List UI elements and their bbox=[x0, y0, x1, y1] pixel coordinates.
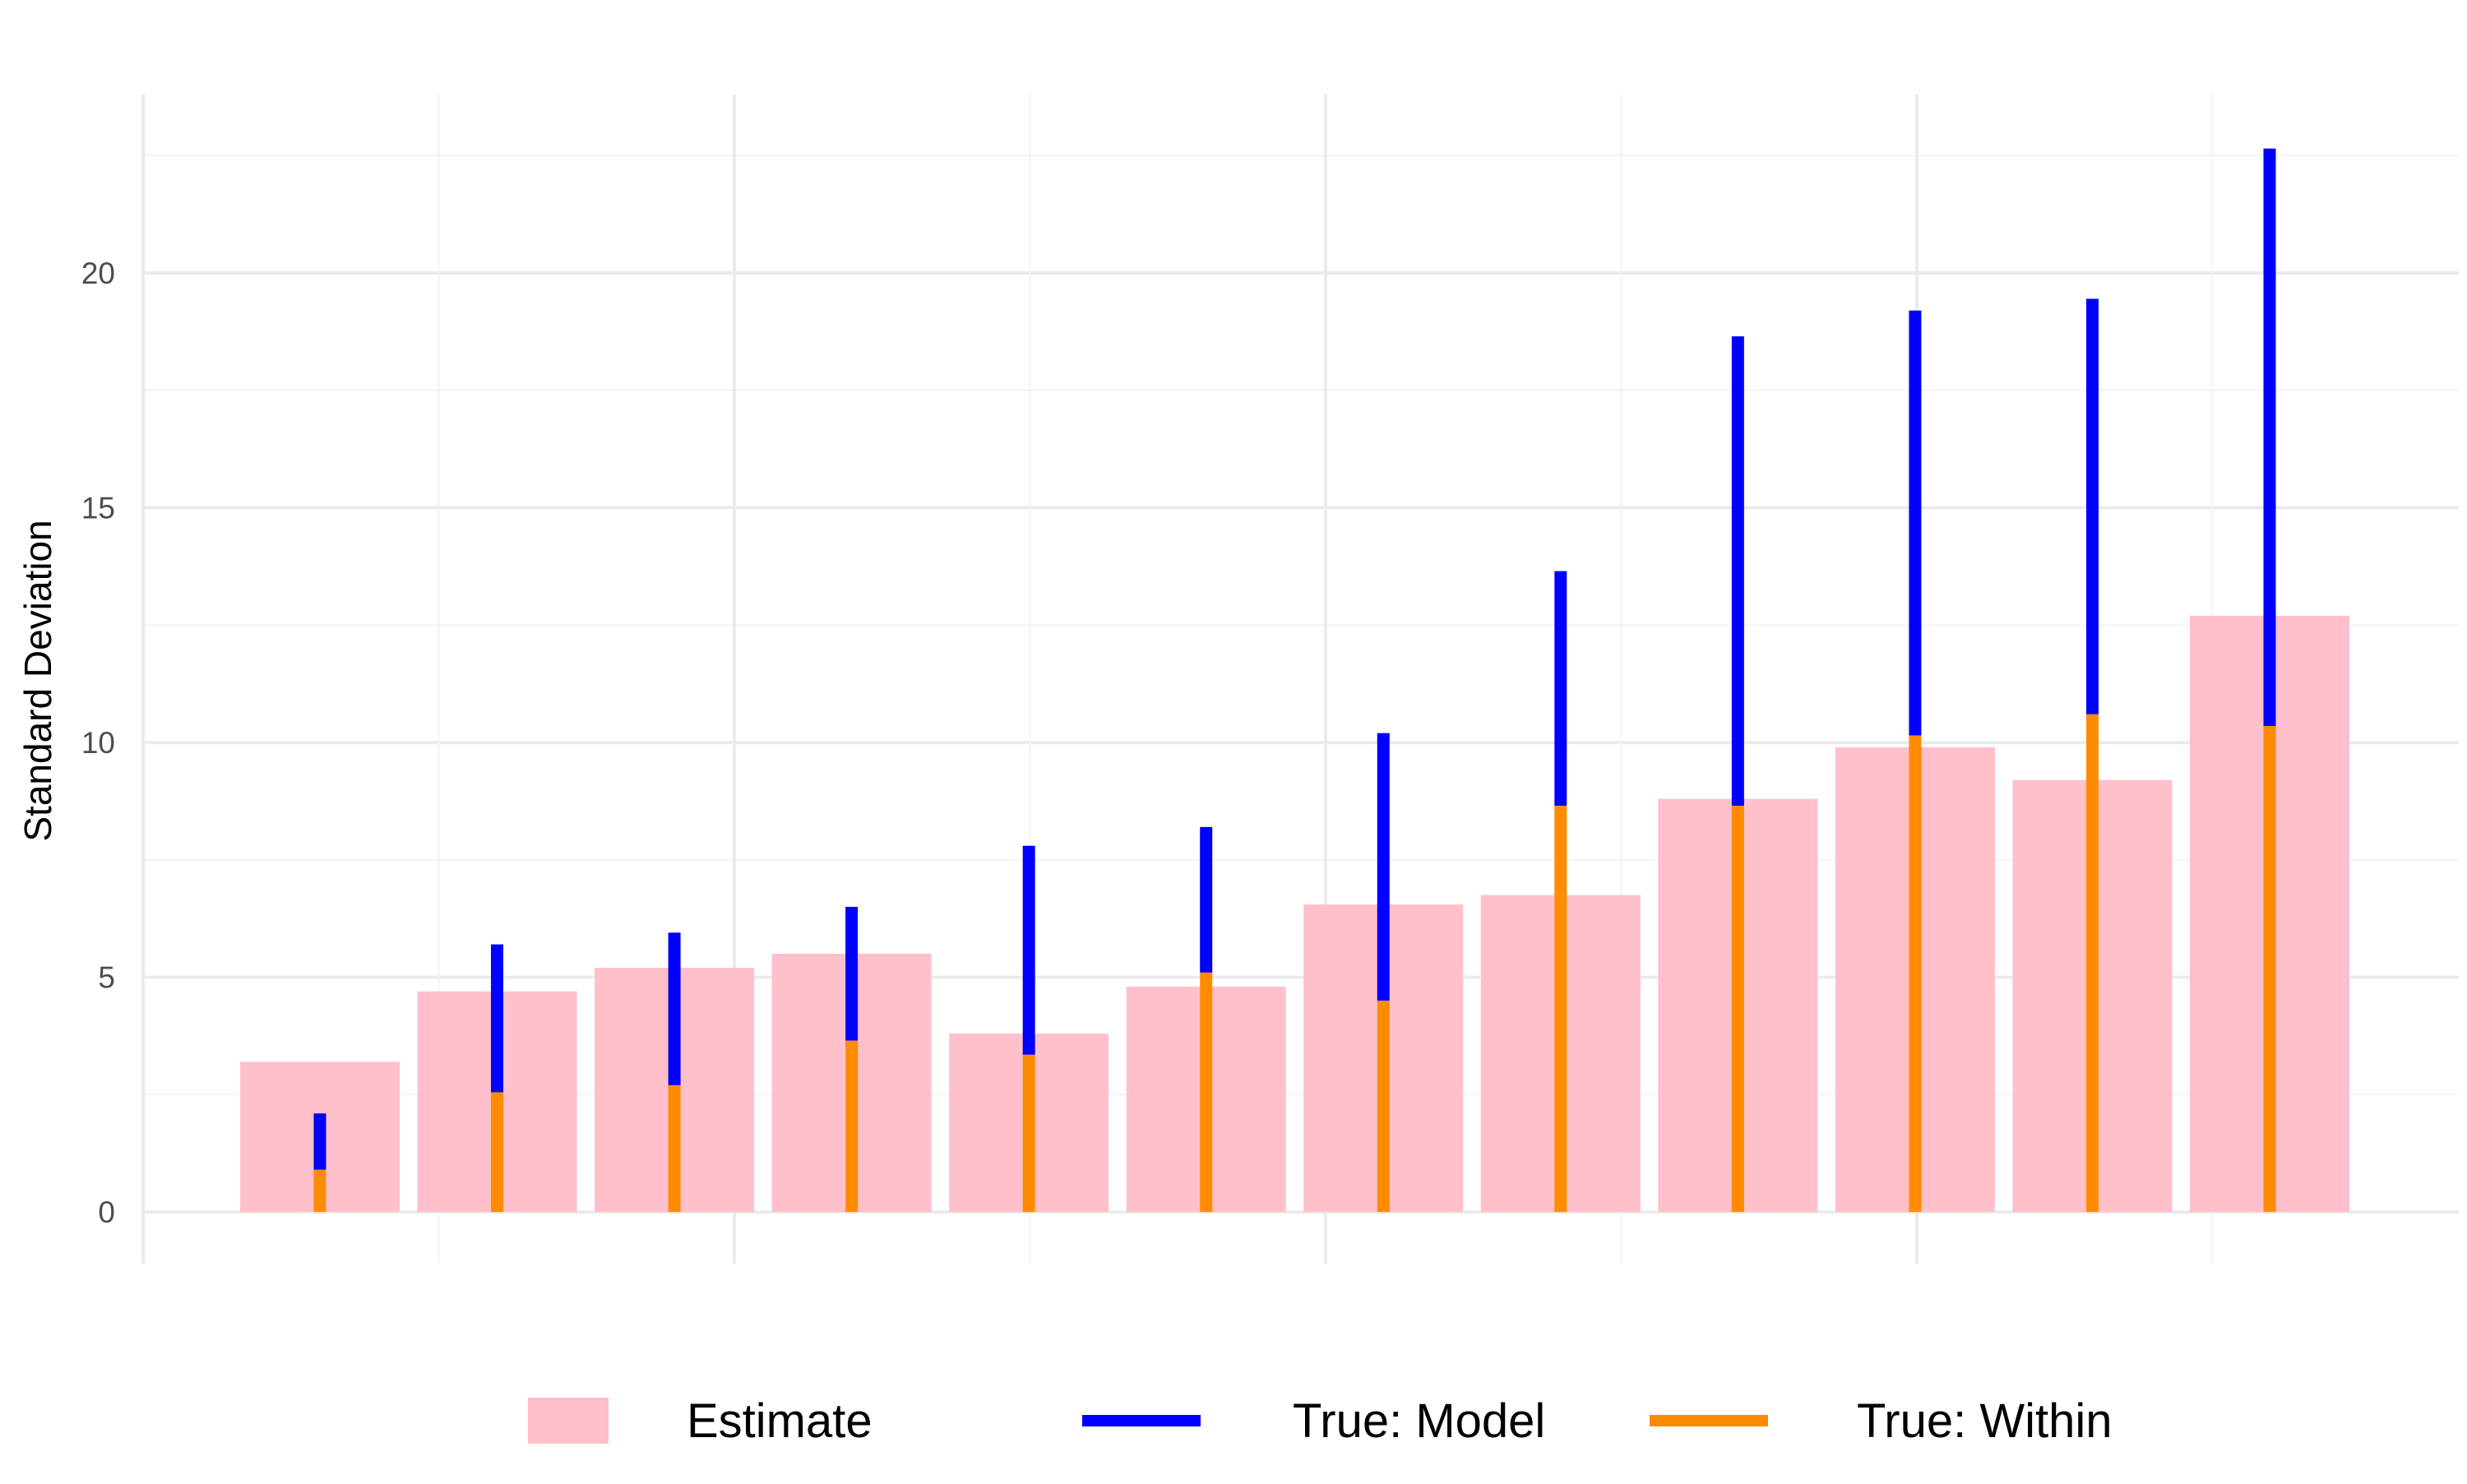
y-tick-label: 0 bbox=[98, 1195, 115, 1229]
y-tick-label: 5 bbox=[98, 961, 115, 995]
true-within-segment bbox=[1554, 806, 1567, 1213]
true-within-segment bbox=[668, 1084, 681, 1213]
legend-key-estimate bbox=[528, 1398, 609, 1444]
true-model-segment bbox=[1200, 826, 1213, 973]
true-model-segment bbox=[491, 944, 504, 1093]
true-model-segment bbox=[313, 1113, 326, 1170]
true-within-segment bbox=[2263, 726, 2276, 1213]
true-within-segment bbox=[313, 1169, 326, 1213]
y-tick-label: 10 bbox=[81, 726, 115, 760]
y-axis-ticks: 0 5 10 15 20 bbox=[81, 257, 115, 1229]
true-model-segment bbox=[1909, 310, 1922, 736]
legend: Estimate True: Model True: Within bbox=[528, 1394, 2112, 1448]
true-within-segment bbox=[845, 1040, 859, 1213]
true-model-segment bbox=[2085, 298, 2099, 714]
legend-label: True: Model bbox=[1293, 1394, 1545, 1448]
legend-label: Estimate bbox=[687, 1394, 872, 1448]
true-within-segment bbox=[1377, 1001, 1390, 1213]
true-within-segment bbox=[2085, 714, 2099, 1213]
true-model-segment bbox=[668, 932, 681, 1085]
y-axis-title: Standard Deviation bbox=[16, 520, 59, 841]
true-within-segment bbox=[1200, 972, 1213, 1213]
true-within-segment bbox=[1731, 806, 1744, 1213]
true-within-segment bbox=[1022, 1054, 1035, 1213]
estimate-bars bbox=[240, 615, 2349, 1213]
true-model-segment bbox=[1731, 336, 1744, 807]
true-model-segment bbox=[1377, 733, 1390, 1001]
legend-key-model bbox=[1082, 1415, 1201, 1426]
true-within-segment bbox=[491, 1092, 504, 1213]
true-within-segment bbox=[1909, 735, 1922, 1213]
true-model-segment bbox=[1022, 845, 1035, 1055]
true-model-segment bbox=[1554, 571, 1567, 807]
y-tick-label: 15 bbox=[81, 492, 115, 525]
true-value-segments bbox=[313, 148, 2276, 1213]
legend-label: True: Within bbox=[1857, 1394, 2112, 1448]
true-model-segment bbox=[845, 906, 859, 1041]
true-model-segment bbox=[2263, 148, 2276, 727]
y-tick-label: 20 bbox=[81, 257, 115, 290]
legend-key-within bbox=[1650, 1415, 1768, 1426]
